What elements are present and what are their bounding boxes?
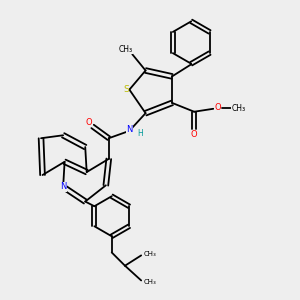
Text: CH₃: CH₃: [119, 44, 133, 53]
Text: CH₃: CH₃: [231, 104, 245, 113]
Text: CH₃: CH₃: [144, 251, 156, 257]
Text: O: O: [86, 118, 92, 127]
Text: N: N: [126, 125, 133, 134]
Text: H: H: [137, 129, 142, 138]
Text: O: O: [214, 103, 221, 112]
Text: O: O: [191, 130, 197, 139]
Text: S: S: [123, 85, 129, 94]
Text: CH₃: CH₃: [144, 279, 156, 285]
Text: N: N: [60, 182, 66, 191]
